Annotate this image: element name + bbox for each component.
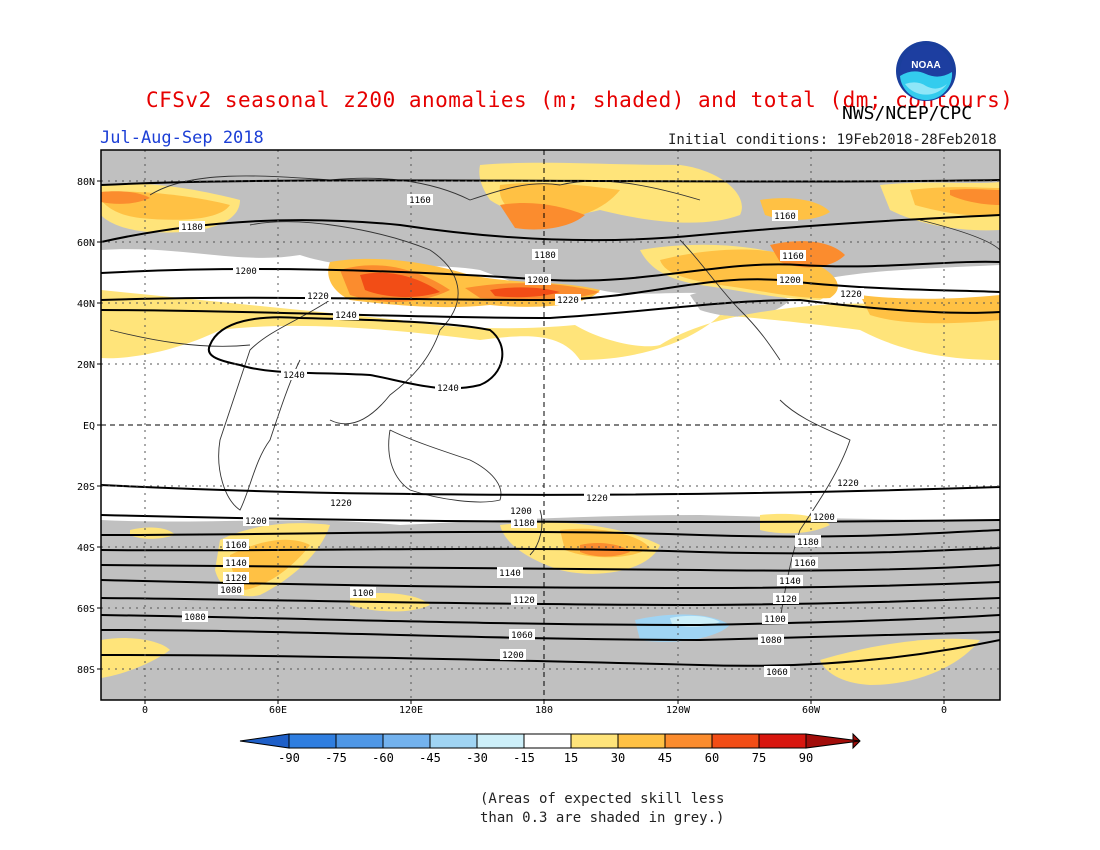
contour-label: 1080: [184, 613, 206, 623]
contour-label: 1240: [283, 371, 305, 381]
lat-label: 20S: [77, 482, 95, 493]
contour-label: 1120: [225, 574, 247, 584]
colorbar-label: 60: [705, 751, 719, 765]
skill-footnote: (Areas of expected skill less than 0.3 a…: [480, 790, 740, 828]
contour-label: 1140: [225, 559, 247, 569]
colorbar-label: -90: [278, 751, 300, 765]
contour-lines: [101, 179, 1000, 667]
contour-label: 1240: [335, 311, 357, 321]
agency-label: NWS/NCEP/CPC: [842, 103, 973, 124]
colorbar-segment: [288, 733, 337, 749]
contour-label: 1200: [502, 651, 524, 661]
lat-label: 60N: [77, 238, 95, 249]
colorbar: -90 -75 -60 -45 -30 -15 15 30 45 60 75 90: [239, 732, 861, 765]
contour-label: 1220: [307, 292, 329, 302]
colorbar-label: 30: [611, 751, 625, 765]
gridlines: [101, 150, 1000, 700]
contour-label: 1060: [511, 631, 533, 641]
lat-label: 80N: [77, 177, 95, 188]
contour-label: 1060: [766, 668, 788, 678]
lat-label: 80S: [77, 665, 95, 676]
lon-label: 60W: [802, 705, 821, 716]
colorbar-label: 45: [658, 751, 672, 765]
colorbar-segment: [711, 733, 760, 749]
chart-title: CFSv2 seasonal z200 anomalies (m; shaded…: [146, 88, 1014, 112]
lon-label: 120W: [666, 705, 691, 716]
contour-label: 1160: [782, 252, 804, 262]
contour-label: 1200: [245, 517, 267, 527]
colorbar-segment: [570, 733, 619, 749]
colorbar-label: 90: [799, 751, 813, 765]
lat-label: 40S: [77, 543, 95, 554]
lon-label: 120E: [399, 705, 423, 716]
colorbar-label: -45: [419, 751, 441, 765]
colorbar-segment: [664, 733, 713, 749]
lon-label: 60E: [269, 705, 287, 716]
contour-label: 1100: [352, 589, 374, 599]
contour-label: 1200: [779, 276, 801, 286]
lat-label: 40N: [77, 299, 95, 310]
colorbar-label: -15: [513, 751, 535, 765]
colorbar-label: -60: [372, 751, 394, 765]
contour-label: 1120: [775, 595, 797, 605]
colorbar-segment: [429, 733, 478, 749]
contour-label: 1180: [181, 223, 203, 233]
contour-label: 1200: [813, 513, 835, 523]
colorbar-segment: [476, 733, 525, 749]
contour-label: 1140: [499, 569, 521, 579]
contour-label: 1220: [837, 479, 859, 489]
contour-label: 1240: [437, 384, 459, 394]
contour-label: 1140: [779, 577, 801, 587]
colorbar-segment: [617, 733, 666, 749]
contour-label: 1220: [840, 290, 862, 300]
lat-label: 20N: [77, 360, 95, 371]
contour-label: 1180: [513, 519, 535, 529]
contour-label: 1180: [534, 251, 556, 261]
contour-label: 1220: [330, 499, 352, 509]
footnote-line-2: than 0.3 are shaded in grey.): [480, 810, 725, 826]
logo-text: NOAA: [911, 60, 940, 71]
colorbar-label: -30: [466, 751, 488, 765]
noaa-logo: NOAA: [896, 41, 956, 101]
contour-label: 1160: [774, 212, 796, 222]
colorbar-high-arrow: [805, 733, 861, 749]
contour-label: 1120: [513, 596, 535, 606]
colorbar-segment: [335, 733, 384, 749]
contour-value-labels: 1160 1180 1200 1220 1240 1240 1240 1180 1200 1220…: [179, 194, 864, 678]
forecast-period: Jul-Aug-Sep 2018: [100, 128, 264, 148]
contour-label: 1160: [225, 541, 247, 551]
colorbar-segment: [758, 733, 807, 749]
lat-label: EQ: [83, 421, 95, 432]
lat-label: 60S: [77, 604, 95, 615]
initial-conditions: Initial conditions: 19Feb2018-28Feb2018: [668, 132, 997, 148]
contour-label: 1080: [760, 636, 782, 646]
colorbar-low-arrow: [239, 733, 290, 749]
latitude-labels: 80N 60N 40N 20N EQ 20S 40S 60S 80S: [77, 177, 101, 676]
colorbar-label: 15: [564, 751, 578, 765]
contour-label: 1080: [220, 586, 242, 596]
lon-label: 180: [535, 705, 553, 716]
lon-label: 0: [941, 705, 947, 716]
contour-label: 1220: [586, 494, 608, 504]
colorbar-segment: [523, 733, 572, 749]
contour-label: 1160: [409, 196, 431, 206]
contour-label: 1200: [527, 276, 549, 286]
lon-label: 0: [142, 705, 148, 716]
contour-label: 1160: [794, 559, 816, 569]
longitude-labels: 0 60E 120E 180 120W 60W 0: [142, 700, 947, 716]
contour-label: 1220: [557, 296, 579, 306]
contour-label: 1200: [510, 507, 532, 517]
colorbar-label: -75: [325, 751, 347, 765]
contour-label: 1200: [235, 267, 257, 277]
footnote-line-1: (Areas of expected skill less: [480, 791, 725, 807]
colorbar-segment: [382, 733, 431, 749]
contour-label: 1100: [764, 615, 786, 625]
colorbar-label: 75: [752, 751, 766, 765]
contour-label: 1180: [797, 538, 819, 548]
